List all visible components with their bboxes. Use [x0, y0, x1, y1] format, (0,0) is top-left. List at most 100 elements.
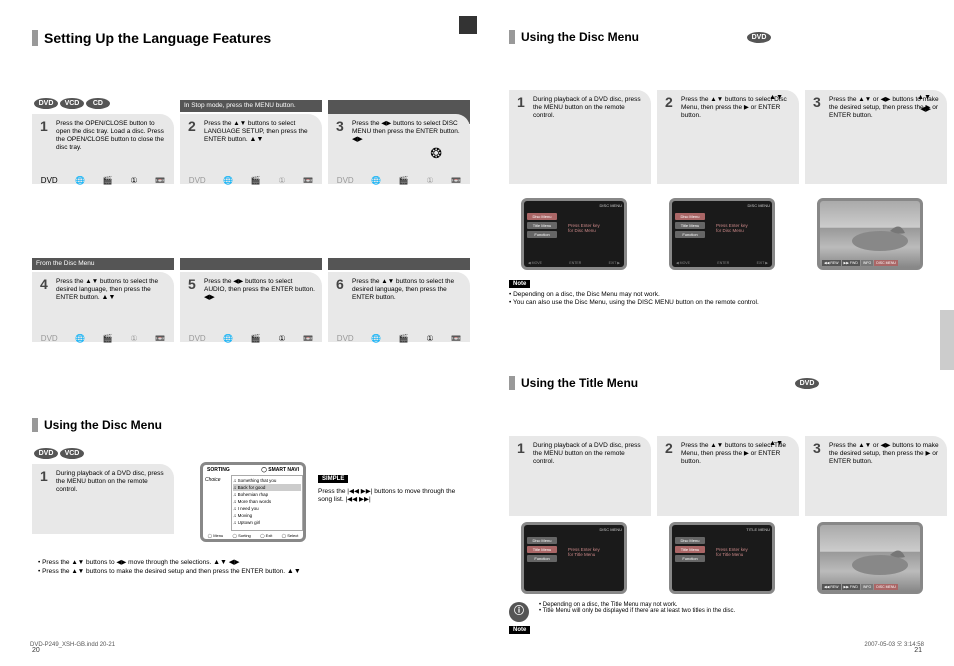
- list-item[interactable]: ♫ Back for good: [233, 484, 301, 491]
- accent-bar-r1: [509, 30, 515, 44]
- step-num: 1: [40, 118, 48, 134]
- step-num: 2: [665, 94, 673, 110]
- one-icon: ①: [130, 176, 137, 185]
- icon-row: DVD 🌐 🎬 ① 📼: [32, 173, 174, 187]
- step-text: Press the OPEN/CLOSE button to open the …: [56, 120, 168, 152]
- dark-bar: [180, 258, 322, 270]
- note-line: • Press the ▲▼ buttons to make the desir…: [38, 567, 338, 576]
- side-tab-lang: [940, 310, 954, 370]
- r2-step-box-2: 2 Press the ▲▼ buttons to select Title M…: [657, 436, 799, 516]
- dolphin-image: [820, 525, 923, 583]
- step-text: Press the ◀▶ buttons to select AUDIO, th…: [204, 278, 316, 302]
- step-box-5: 5 Press the ◀▶ buttons to select AUDIO, …: [180, 272, 322, 342]
- step-num: 3: [813, 94, 821, 110]
- step-text: Press the ▲▼ buttons to select the desir…: [56, 278, 168, 302]
- step-text: During playback of a DVD disc, press the…: [56, 470, 168, 494]
- media-oval-dvd: DVD: [747, 32, 771, 43]
- menu-disc[interactable]: Disc Menu: [527, 537, 557, 544]
- icon-dvd: DVD: [41, 176, 58, 185]
- globe-icon: 🌐: [75, 176, 85, 185]
- btn-discmenu[interactable]: DISC MENU: [874, 260, 898, 266]
- page-number-left: 20: [32, 647, 40, 654]
- dolphin-screen-2: ◀◀ REW ▶▶ FWD INFO DISC MENU: [817, 522, 923, 594]
- step-box-1: 1 Press the OPEN/CLOSE button to open th…: [32, 114, 174, 184]
- menu-function[interactable]: Function: [675, 555, 705, 562]
- btn-rew[interactable]: ◀◀ REW: [822, 584, 841, 590]
- step-num: 4: [40, 276, 48, 292]
- footer-left: DVD-P249_XSH-GB.indd 20-21: [30, 642, 115, 648]
- list-item[interactable]: ♫ Uptown girl: [233, 519, 301, 526]
- icon-row: DVD🌐🎬①📼: [328, 331, 470, 345]
- note-badge: Note: [509, 280, 530, 288]
- notes-block: • Press the ▲▼ buttons to ◀▶ move throug…: [38, 558, 338, 576]
- screen-text: Press Enter key for Disc Menu: [568, 223, 600, 233]
- menu-function[interactable]: Function: [527, 555, 557, 562]
- leftright-icon: ◀▶: [920, 106, 931, 114]
- heading-title-menu: Using the Title Menu: [521, 376, 638, 390]
- menu-disc[interactable]: Disc Menu: [527, 213, 557, 220]
- oval-vcd: VCD: [60, 98, 84, 109]
- icon-row: DVD🌐🎬①📼: [180, 331, 322, 345]
- info-block: ⓘ • Depending on a disc, the Title Menu …: [509, 602, 530, 634]
- menu-title[interactable]: Title Menu: [527, 546, 557, 553]
- step-text: Press the ◀▶ buttons to select DISC MENU…: [352, 120, 464, 144]
- media-ovals-2: DVD VCD: [34, 448, 84, 459]
- disc-menu-screen-2: DISC MENU Disc Menu Title Menu Function …: [669, 198, 775, 270]
- btn-rew[interactable]: ◀◀ REW: [822, 260, 841, 266]
- btn-info[interactable]: INFO: [861, 260, 873, 266]
- btn-info[interactable]: INFO: [861, 584, 873, 590]
- menu-disc[interactable]: Disc Menu: [675, 537, 705, 544]
- step-text: Press the ▲▼ or ◀▶ buttons to make the d…: [829, 442, 941, 466]
- leftright-icon: ◀▶: [204, 294, 215, 301]
- disc-menu-screen-1: DISC MENU Disc Menu Title Menu Function …: [521, 198, 627, 270]
- icon-row: DVD🌐🎬①📼: [328, 173, 470, 187]
- menu-function[interactable]: Function: [675, 231, 705, 238]
- step-text: Press the ▲▼ buttons to select Disc Menu…: [681, 96, 793, 120]
- aperture-icon: ❂: [430, 145, 442, 162]
- one-icon: ①: [426, 334, 433, 343]
- heading-disc-menu: Using the Disc Menu: [44, 418, 162, 432]
- clapper-icon: 🎬: [399, 176, 409, 185]
- simple-text: Press the |◀◀ ▶▶| buttons to move throug…: [318, 488, 458, 504]
- r2-step-box-3: 3 Press the ▲▼ or ◀▶ buttons to make the…: [805, 436, 947, 516]
- oval-vcd: VCD: [60, 448, 84, 459]
- step-text: Press the ▲▼ buttons to select LANGUAGE …: [204, 120, 316, 144]
- note-badge-2: Note: [509, 626, 530, 634]
- playlist-group: Choice: [203, 475, 231, 531]
- step-box-2: 2 Press the ▲▼ buttons to select LANGUAG…: [180, 114, 322, 184]
- menu-title[interactable]: Title Menu: [527, 222, 557, 229]
- r-step-box-1: 1 During playback of a DVD disc, press t…: [509, 90, 651, 184]
- step-box-6: 6 Press the ▲▼ buttons to select the des…: [328, 272, 470, 342]
- r2-step-box-1: 1 During playback of a DVD disc, press t…: [509, 436, 651, 516]
- menu-function[interactable]: Function: [527, 231, 557, 238]
- media-oval-dvd-2: DVD: [795, 378, 819, 389]
- btn-fwd[interactable]: ▶▶ FWD: [842, 584, 860, 590]
- list-item[interactable]: ♫ Moving: [233, 512, 301, 519]
- oval-dvd: DVD: [34, 98, 58, 109]
- oval-dvd: DVD: [34, 448, 58, 459]
- playlist-title: SORTING: [207, 467, 230, 473]
- list-item[interactable]: ♫ More than words: [233, 498, 301, 505]
- menu-disc[interactable]: Disc Menu: [675, 213, 705, 220]
- skip-icons: |◀◀ ▶▶|: [345, 496, 370, 503]
- updown-icon: ▲▼: [769, 94, 783, 102]
- list-item[interactable]: ♫ Something that you: [233, 477, 301, 484]
- leftright-icon: ◀▶: [229, 559, 240, 566]
- menu-title[interactable]: Title Menu: [675, 222, 705, 229]
- step-num: 3: [813, 440, 821, 456]
- updown-icon: ▲▼: [213, 559, 227, 566]
- simple-badge: SIMPLE: [318, 475, 348, 483]
- step-text: Press the ▲▼ buttons to select the desir…: [352, 278, 464, 302]
- clapper-icon: 🎬: [103, 334, 113, 343]
- btn-discmenu[interactable]: DISC MENU: [874, 584, 898, 590]
- r-step-box-2: 2 Press the ▲▼ buttons to select Disc Me…: [657, 90, 799, 184]
- menu-title[interactable]: Title Menu: [675, 546, 705, 553]
- list-item[interactable]: ♫ I need you: [233, 505, 301, 512]
- accent-bar-1: [32, 30, 38, 46]
- step-num: 1: [517, 440, 525, 456]
- screen-text: Press Enter key for Title Menu: [568, 547, 600, 557]
- list-item[interactable]: ♫ Bohemian rhap: [233, 491, 301, 498]
- step-num: 2: [188, 118, 196, 134]
- updown-icon: ▲▼: [917, 94, 931, 102]
- btn-fwd[interactable]: ▶▶ FWD: [842, 260, 860, 266]
